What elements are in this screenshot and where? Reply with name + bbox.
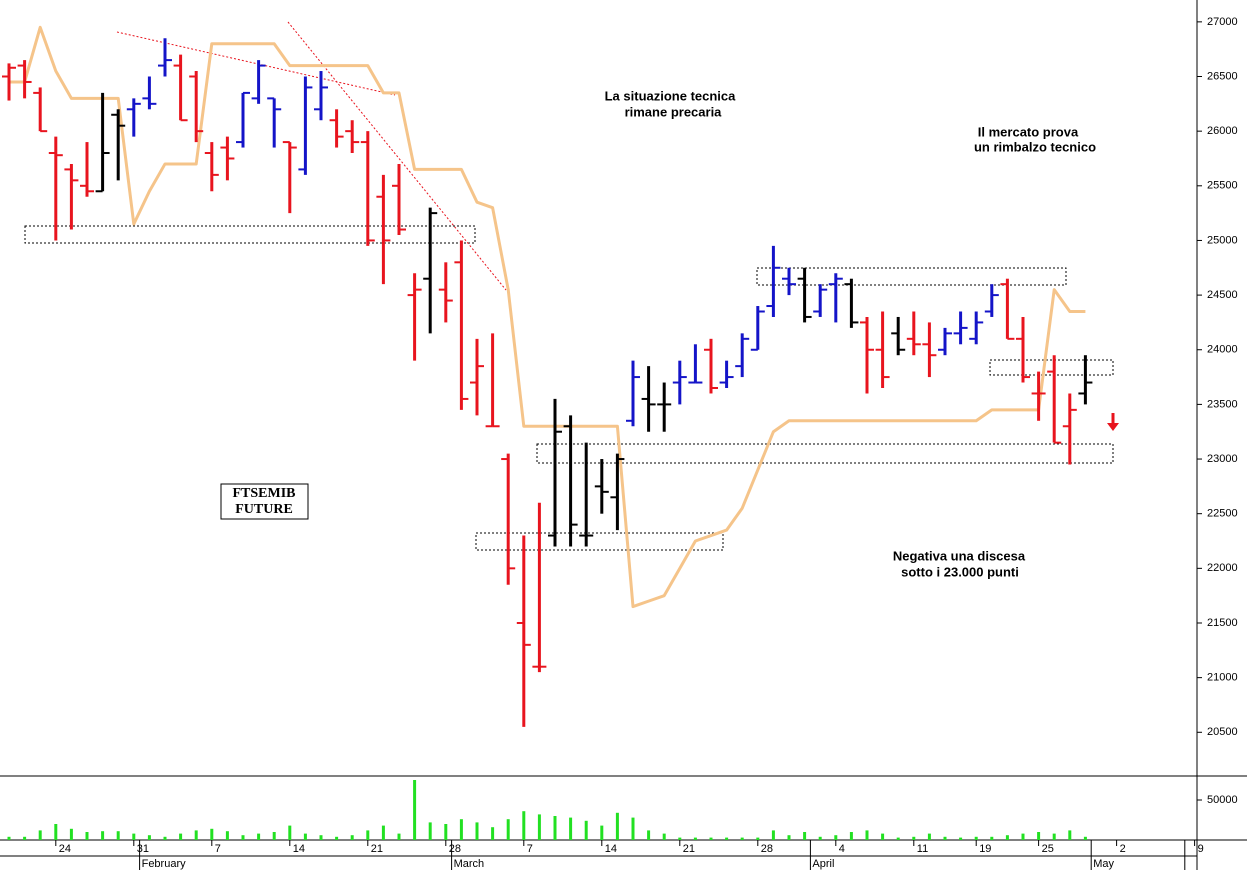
y-tick-label: 23500 <box>1207 398 1238 410</box>
y-tick-label: 27000 <box>1207 16 1238 28</box>
x-tick-label: 4 <box>839 843 845 855</box>
x-tick-label: 31 <box>137 843 149 855</box>
annotation: Negativa una discesa <box>893 548 1026 563</box>
x-tick-label: 7 <box>527 843 533 855</box>
y-tick-label: 21000 <box>1207 672 1238 684</box>
annotation: un rimbalzo tecnico <box>974 139 1096 154</box>
annotation: sotto i 23.000 punti <box>901 564 1019 579</box>
x-tick-label: 24 <box>59 843 71 855</box>
y-tick-label: 23000 <box>1207 453 1238 465</box>
y-tick-label: 26500 <box>1207 70 1238 82</box>
y-tick-label: 26000 <box>1207 125 1238 137</box>
y-tick-label: 24000 <box>1207 344 1238 356</box>
arrow <box>1107 413 1119 431</box>
x-tick-label: 21 <box>371 843 383 855</box>
x-tick-label: 2 <box>1120 843 1126 855</box>
y-tick-label: 24500 <box>1207 289 1238 301</box>
y-tick-label: 22000 <box>1207 562 1238 574</box>
x-tick-label: 9 <box>1198 843 1204 855</box>
x-tick-label: 25 <box>1042 843 1054 855</box>
label-box <box>220 483 309 520</box>
resistance-zone <box>989 359 1114 376</box>
annotation: rimane precaria <box>625 104 723 119</box>
support-zone <box>536 443 1114 464</box>
x-tick-label: 28 <box>761 843 773 855</box>
overlay-line <box>9 25 1086 609</box>
annotation: La situazione tecnica <box>605 88 737 103</box>
volume-tick-label: 50000 <box>1207 794 1238 806</box>
y-tick-label: 20500 <box>1207 726 1238 738</box>
y-tick-label: 25000 <box>1207 234 1238 246</box>
zones <box>24 225 1114 551</box>
x-tick-label: 21 <box>683 843 695 855</box>
month-label: March <box>454 858 485 870</box>
label-box-text: FUTURE <box>235 502 293 517</box>
annotation: Il mercato prova <box>978 124 1079 139</box>
label-box-text: FTSEMIB <box>232 486 295 501</box>
x-tick-label: 14 <box>293 843 305 855</box>
trend-line <box>116 31 396 96</box>
x-tick-label: 14 <box>605 843 617 855</box>
month-label: May <box>1093 858 1114 870</box>
support-zone <box>475 532 724 551</box>
resistance-zone <box>756 267 1067 286</box>
y-tick-label: 25500 <box>1207 180 1238 192</box>
trend-line <box>287 21 507 291</box>
month-label: April <box>812 858 834 870</box>
x-tick-label: 19 <box>979 843 991 855</box>
x-tick-label: 7 <box>215 843 221 855</box>
x-tick-label: 11 <box>917 843 928 855</box>
support-zone <box>24 225 476 244</box>
y-tick-label: 21500 <box>1207 617 1238 629</box>
x-tick-label: 28 <box>449 843 461 855</box>
y-tick-label: 22500 <box>1207 508 1238 520</box>
month-label: February <box>142 858 187 870</box>
